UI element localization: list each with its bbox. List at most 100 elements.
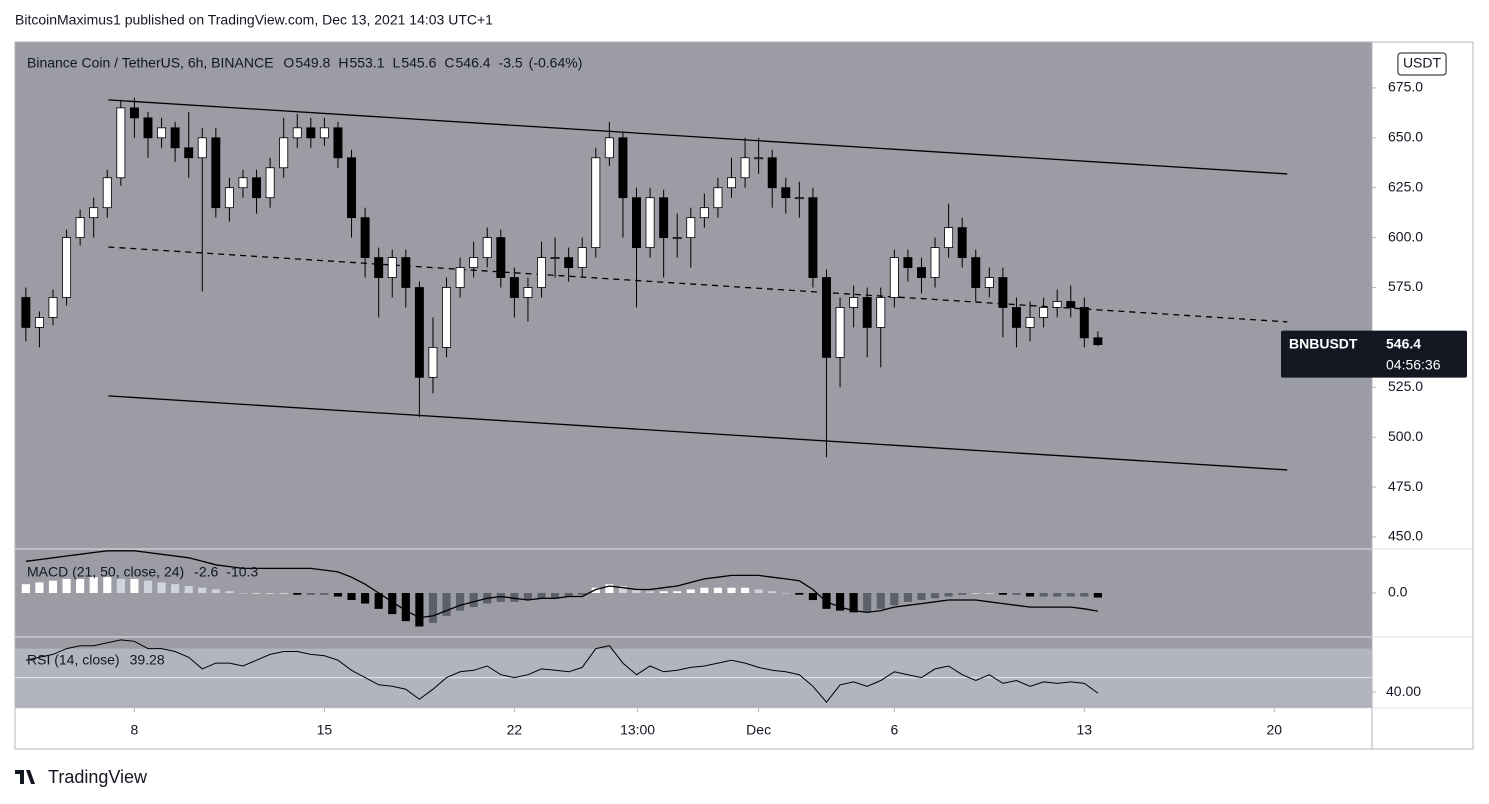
- macd-bar: [903, 593, 912, 602]
- macd-bar: [184, 585, 193, 593]
- macd-bar: [632, 589, 641, 593]
- macd-bar: [754, 589, 763, 593]
- candle-body: [252, 177, 262, 199]
- candle-body: [143, 117, 153, 139]
- x-tick-label: 13:00: [620, 722, 655, 738]
- header-text: -3.5: [499, 55, 523, 71]
- macd-bar: [198, 587, 207, 593]
- y-tick-label: 625.0: [1388, 178, 1423, 194]
- publisher-line: BitcoinMaximus1 published on TradingView…: [15, 12, 493, 28]
- channel-upper: [108, 99, 1288, 175]
- candle-body: [102, 177, 112, 209]
- macd-bar: [76, 578, 85, 593]
- candle-body: [699, 207, 709, 219]
- x-tick-label: 15: [317, 722, 333, 738]
- header-text: 553.1: [349, 55, 384, 71]
- candle-body: [564, 257, 574, 268]
- macd-bar: [673, 591, 682, 593]
- macd-bar: [876, 593, 885, 609]
- macd-bar: [116, 578, 125, 593]
- header-text: 549.8: [295, 55, 330, 71]
- candle-body: [618, 137, 628, 199]
- macd-bar: [456, 593, 465, 611]
- candle-body: [292, 127, 302, 139]
- macd-bar: [157, 582, 166, 593]
- candle-body: [740, 157, 750, 179]
- macd-bar: [1093, 593, 1102, 598]
- macd-bar: [849, 593, 858, 613]
- brand-logo: [15, 770, 35, 784]
- macd-bar: [727, 587, 736, 593]
- header-text: (-0.64%): [529, 55, 583, 71]
- macd-bar: [103, 577, 112, 593]
- macd-bar: [21, 584, 30, 593]
- macd-bar: [795, 593, 804, 595]
- macd-bar: [564, 593, 573, 597]
- macd-bar: [700, 587, 709, 593]
- candle-body: [754, 157, 764, 160]
- candle-body: [794, 197, 804, 200]
- macd-bar: [238, 593, 248, 594]
- macd-legend: -2.6: [194, 564, 218, 580]
- candle-body: [34, 317, 44, 328]
- candle-body: [48, 297, 58, 318]
- candle-body: [1025, 317, 1035, 328]
- candle-body: [157, 127, 167, 139]
- macd-bar: [713, 587, 722, 593]
- candle-body: [442, 287, 451, 348]
- macd-bar: [496, 593, 505, 602]
- header-text: C: [444, 55, 454, 71]
- candle-body: [184, 147, 194, 159]
- candle-body: [550, 257, 560, 259]
- candle-body: [469, 257, 479, 268]
- candle-body: [917, 267, 926, 278]
- candle-body: [89, 207, 99, 219]
- macd-bar: [48, 580, 58, 593]
- macd-bar: [1012, 593, 1021, 595]
- macd-legend: -10.3: [226, 564, 258, 580]
- macd-bar: [320, 593, 329, 595]
- x-tick-label: Dec: [746, 722, 771, 738]
- currency-box: [1397, 52, 1447, 76]
- plot-background: [15, 42, 1372, 709]
- macd-legend: MACD (21, 50, close, 24): [27, 564, 184, 580]
- candle-body: [360, 217, 370, 258]
- macd-bar: [537, 593, 546, 599]
- macd-bar: [293, 593, 302, 595]
- macd-bar: [442, 593, 451, 616]
- header-text: O: [283, 55, 294, 71]
- symbol-label: BNBUSDT: [1289, 335, 1358, 351]
- macd-bar: [1053, 593, 1062, 597]
- macd-bar: [808, 593, 817, 601]
- candle-body: [577, 247, 587, 268]
- candle-body: [170, 127, 180, 149]
- macd-bar: [333, 593, 343, 597]
- candle-body: [1079, 307, 1089, 339]
- candle-body: [645, 197, 655, 248]
- macd-bar: [523, 593, 533, 601]
- candle-body: [224, 187, 234, 209]
- macd-bar: [306, 593, 315, 595]
- macd-bar: [35, 582, 44, 593]
- macd-bar: [1039, 593, 1048, 597]
- macd-bar: [266, 593, 275, 594]
- candle-body: [1039, 307, 1049, 318]
- candle-body: [496, 237, 506, 278]
- macd-bar: [130, 578, 139, 593]
- currency-label: USDT: [1403, 55, 1442, 71]
- macd-bar: [835, 593, 845, 611]
- candle-body: [265, 167, 275, 199]
- candle-body: [862, 297, 872, 328]
- candle-body: [75, 217, 85, 239]
- rsi-legend: 39.28: [130, 652, 165, 668]
- candle-body: [767, 157, 777, 189]
- y-tick-label: 500.0: [1388, 428, 1423, 444]
- candle-body: [659, 197, 669, 239]
- candle-body: [455, 267, 465, 288]
- candle-body: [374, 257, 384, 278]
- macd-bar: [985, 593, 994, 594]
- candle-body: [347, 157, 357, 219]
- macd-bar: [361, 593, 370, 604]
- macd-bar: [768, 591, 777, 593]
